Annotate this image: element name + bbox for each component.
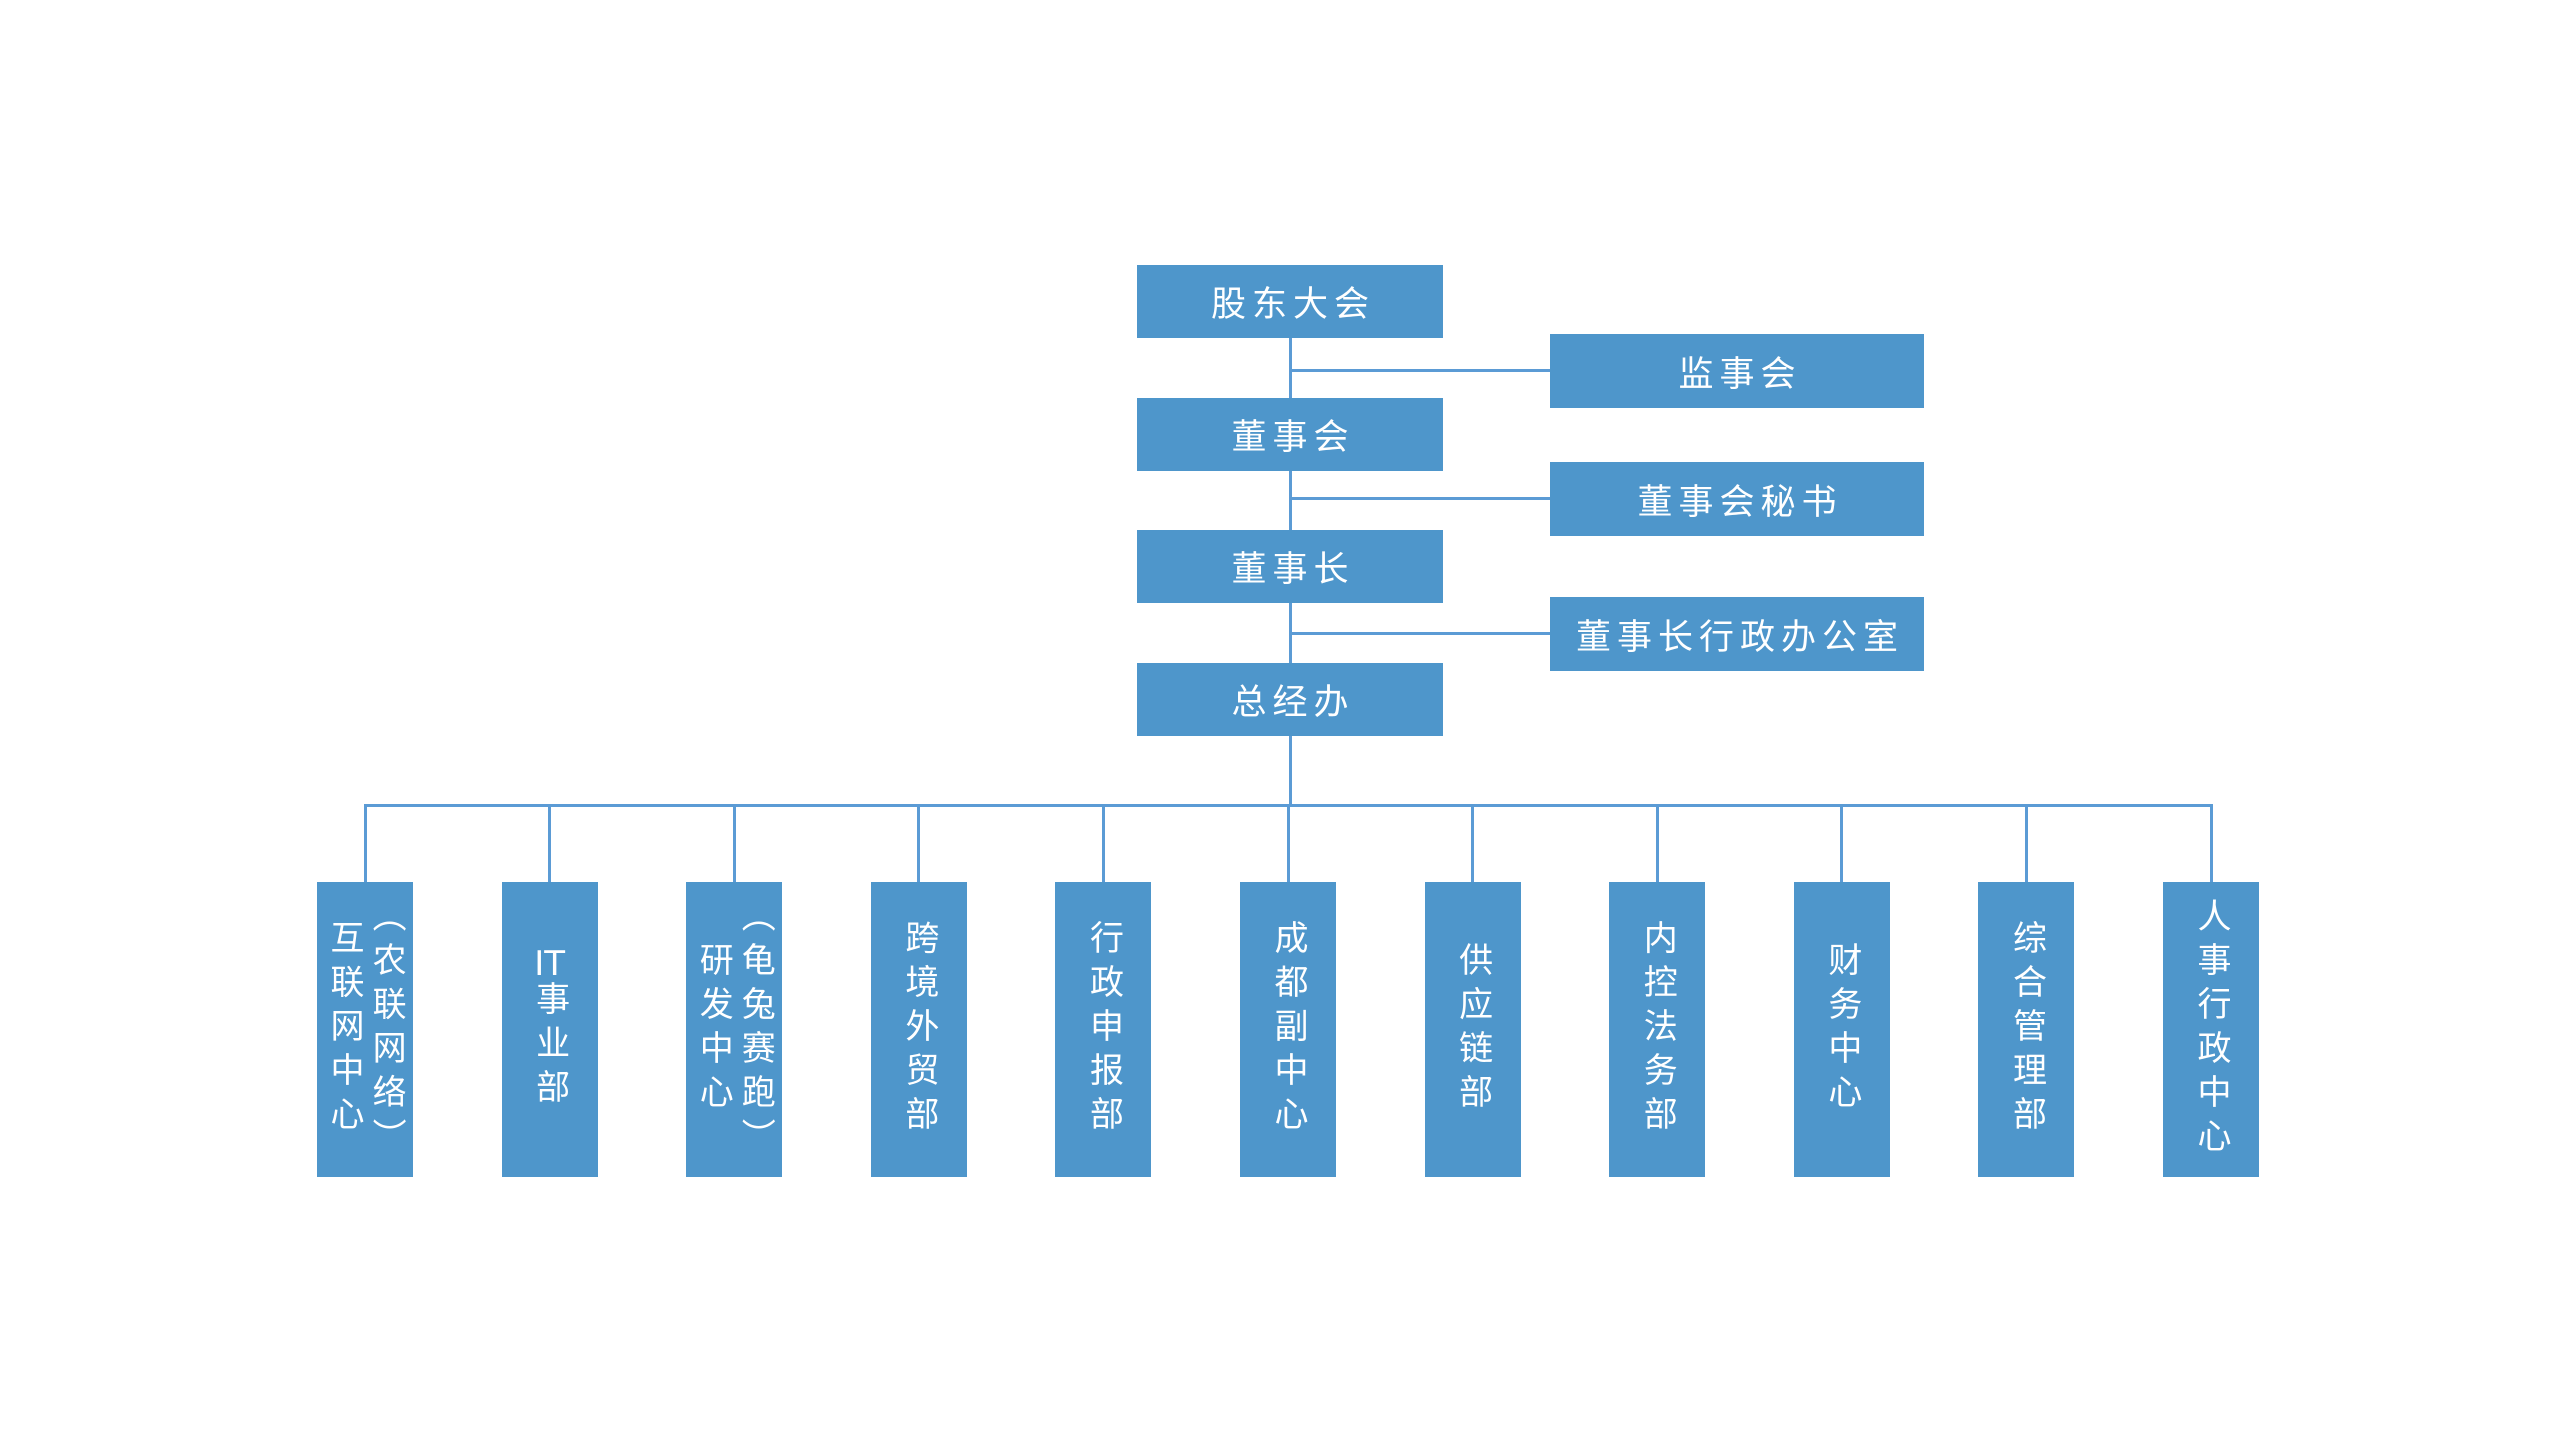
- connector-drop-internet-center: [363, 806, 367, 882]
- department-label: 供应链部: [1452, 941, 1493, 1118]
- connector-shareholders-to-board: [1288, 338, 1292, 398]
- node-board-secretary: 董事会秘书: [1550, 462, 1924, 536]
- connector-drop-hr-admin-center: [2209, 806, 2213, 882]
- department-node-cross-border-trade-dept: 跨境外贸部: [870, 882, 967, 1177]
- department-node-internet-center: 互联网中心 （农联网络）: [317, 882, 413, 1177]
- connector-branch-secretary: [1289, 497, 1550, 500]
- department-label: 人事行政中心: [2191, 897, 2232, 1162]
- department-label: 综合管理部: [2006, 919, 2047, 1140]
- department-label: 互联网中心: [324, 919, 364, 1140]
- connector-drop-admin-declaration-dept: [1101, 806, 1105, 882]
- connector-drop-finance-center: [1840, 806, 1844, 882]
- node-board-of-supervisors: 监事会: [1550, 334, 1924, 408]
- connector-drop-internal-control-legal-dept: [1655, 806, 1659, 882]
- department-node-general-management-dept: 综合管理部: [1978, 882, 2075, 1177]
- connector-gm-to-bus: [1288, 736, 1292, 806]
- department-node-admin-declaration-dept: 行政申报部: [1055, 882, 1152, 1177]
- department-node-hr-admin-center: 人事行政中心: [2163, 882, 2259, 1177]
- connector-branch-supervisors: [1289, 369, 1550, 372]
- node-shareholders-meeting: 股东大会: [1137, 265, 1443, 338]
- department-node-finance-center: 财务中心: [1793, 882, 1890, 1177]
- connector-drop-supply-chain-dept: [1471, 806, 1475, 882]
- department-node-chengdu-sub-center: 成都副中心: [1240, 882, 1336, 1177]
- department-label: （农联网络）: [366, 897, 407, 1162]
- department-node-it-business-division: IT事业部: [501, 882, 598, 1177]
- department-node-rd-center: 研发中心 （龟兔赛跑）: [686, 882, 783, 1177]
- connector-drop-rd-center: [732, 806, 736, 882]
- connector-drop-general-management-dept: [2024, 806, 2028, 882]
- department-label: 研发中心: [693, 941, 734, 1118]
- department-label: IT事业部: [529, 946, 570, 1113]
- connector-drop-cross-border-trade-dept: [917, 806, 921, 882]
- connector-branch-chairman-office: [1289, 632, 1550, 635]
- node-general-manager-office: 总经办: [1137, 663, 1443, 736]
- department-label: 财务中心: [1821, 941, 1862, 1118]
- connector-drop-it-business-division: [548, 806, 552, 882]
- department-label: 成都副中心: [1268, 919, 1309, 1140]
- department-label: 内控法务部: [1637, 919, 1678, 1140]
- department-label: 跨境外贸部: [898, 919, 939, 1140]
- node-chairman: 董事长: [1137, 530, 1443, 603]
- connector-board-to-chairman: [1288, 471, 1292, 530]
- department-label: （龟兔赛跑）: [735, 897, 776, 1162]
- node-chairman-admin-office: 董事长行政办公室: [1550, 597, 1924, 671]
- department-bus-line: [363, 804, 2213, 807]
- department-label: 行政申报部: [1083, 919, 1124, 1140]
- department-node-internal-control-legal-dept: 内控法务部: [1609, 882, 1706, 1177]
- department-node-supply-chain-dept: 供应链部: [1424, 882, 1521, 1177]
- connector-drop-chengdu-sub-center: [1286, 806, 1290, 882]
- node-board-of-directors: 董事会: [1137, 398, 1443, 471]
